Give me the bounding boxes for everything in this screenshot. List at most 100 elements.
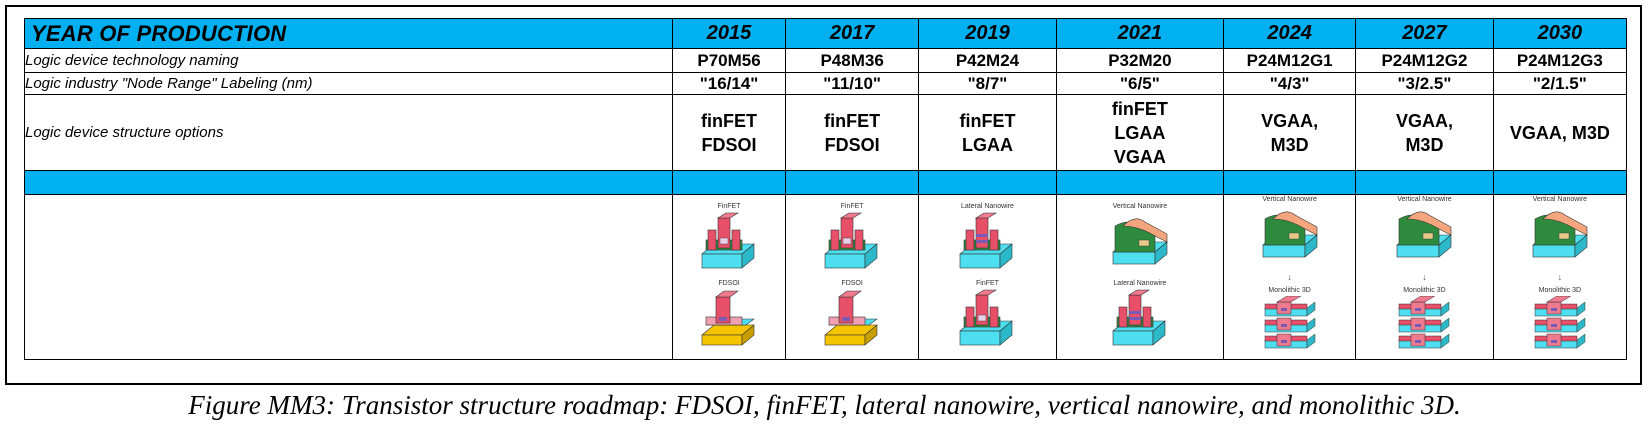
device-illustration-fdsoi: FDSOI [698, 279, 760, 352]
node-range-cell: "6/5" [1055, 72, 1225, 95]
year-2027: 2027 [1355, 18, 1494, 49]
structure-line: VGAA, [1261, 110, 1319, 131]
down-arrow-icon: ↓ [1287, 272, 1292, 282]
row-label: Logic device technology naming [23, 48, 674, 73]
row-label: Logic industry "Node Range" Labeling (nm… [23, 72, 674, 95]
device-illustration-stack: Vertical Nanowire ↓ Monolithic 3D [1356, 195, 1492, 359]
device-illustration-fdsoi: FDSOI [821, 279, 883, 352]
device-caption: Vertical Nanowire [1532, 196, 1588, 203]
device-illustration-stack: Lateral Nanowire FinFET [919, 202, 1055, 352]
structure-line: VGAA, M3D [1509, 122, 1610, 143]
finfet-transistor-icon [956, 289, 1018, 352]
device-illustration-finfet: FinFET [821, 202, 883, 275]
structure-cell: finFET FDSOI [785, 94, 920, 171]
illustration-cell: Vertical Nanowire ↓ Monolithic 3D [1355, 194, 1494, 360]
vertical-transistor-icon [1259, 205, 1321, 268]
device-illustration-stack: Vertical Nanowire Lateral Nanowire [1057, 202, 1223, 352]
device-illustration-stack: FinFET FDSOI [786, 202, 918, 352]
year-2019: 2019 [918, 18, 1057, 49]
device-illustration-lateral: Lateral Nanowire [1109, 279, 1171, 352]
m3d-transistor-icon [1393, 295, 1455, 359]
down-arrow-icon: ↓ [1557, 272, 1563, 282]
device-illustration-lateral: Lateral Nanowire [956, 202, 1018, 275]
device-caption: Monolithic 3D [1268, 287, 1311, 294]
device-illustration-vertical: Vertical Nanowire [1529, 195, 1591, 268]
lateral-transistor-icon [956, 212, 1018, 275]
structure-cell: finFET FDSOI [672, 94, 787, 171]
device-caption: FinFET [717, 203, 741, 210]
figure-frame [5, 5, 1642, 385]
illustration-cell: Vertical Nanowire Lateral Nanowire [1055, 194, 1225, 360]
illustration-cell: Vertical Nanowire ↓ Monolithic 3D [1223, 194, 1357, 360]
device-caption: Lateral Nanowire [961, 203, 1014, 210]
row-label: Logic device structure options [23, 94, 674, 171]
device-illustration-vertical: Vertical Nanowire [1393, 195, 1455, 268]
vertical-transistor-icon [1109, 212, 1171, 275]
finfet-transistor-icon [698, 212, 760, 275]
separator-cell [1492, 170, 1628, 195]
device-illustration-stack: Vertical Nanowire ↓ Monolithic 3D [1494, 195, 1626, 359]
node-range-cell: "4/3" [1223, 72, 1357, 95]
structure-line: finFET [959, 110, 1016, 131]
vertical-transistor-icon [1393, 205, 1455, 268]
year-2015: 2015 [672, 18, 787, 49]
down-arrow-icon: ↓ [1422, 272, 1427, 282]
vertical-transistor-icon [1529, 205, 1591, 268]
finfet-transistor-icon [821, 212, 883, 275]
device-caption: FinFET [840, 203, 864, 210]
year-header-row: YEAR OF PRODUCTION 2015 2017 2019 2021 2… [23, 18, 1628, 49]
device-caption: Vertical Nanowire [1112, 203, 1168, 210]
year-2021: 2021 [1055, 18, 1225, 49]
device-illustration-stack: FinFET FDSOI [673, 202, 785, 352]
structure-line: VGAA [1113, 146, 1166, 167]
structure-line: FDSOI [701, 134, 757, 155]
structure-line: M3D [1270, 134, 1309, 155]
structure-line: finFET [701, 110, 758, 131]
structure-cell: VGAA, M3D [1492, 94, 1628, 171]
table-row-technology-naming: Logic device technology naming P70M56 P4… [23, 48, 1628, 73]
structure-line: M3D [1405, 134, 1444, 155]
device-illustration-finfet: FinFET [956, 279, 1018, 352]
naming-cell: P24M12G1 [1223, 48, 1357, 73]
node-range-cell: "3/2.5" [1355, 72, 1494, 95]
structure-cell: VGAA, M3D [1355, 94, 1494, 171]
device-illustration-vertical: Vertical Nanowire [1109, 202, 1171, 275]
device-caption: FinFET [975, 280, 999, 287]
table-row-structure-options: Logic device structure options finFET FD… [23, 94, 1628, 171]
structure-line: finFET [824, 110, 881, 131]
separator-cell [23, 170, 674, 195]
separator-cell [918, 170, 1057, 195]
device-illustration-finfet: FinFET [698, 202, 760, 275]
year-2024: 2024 [1223, 18, 1357, 49]
node-range-cell: "8/7" [918, 72, 1057, 95]
separator-cell [1055, 170, 1225, 195]
device-illustration-m3d: Monolithic 3D [1529, 286, 1591, 359]
device-caption: Lateral Nanowire [1113, 280, 1167, 287]
device-caption: Vertical Nanowire [1262, 196, 1317, 203]
device-illustration-m3d: Monolithic 3D [1393, 286, 1455, 359]
m3d-transistor-icon [1259, 295, 1321, 359]
device-caption: Monolithic 3D [1538, 287, 1582, 294]
figure-caption: Figure MM3: Transistor structure roadmap… [188, 390, 1461, 420]
table-row-illustrations: FinFET FDSOI FinFET FDSOI Lateral Nanowire… [23, 194, 1628, 360]
fdsoi-transistor-icon [698, 289, 760, 352]
naming-cell: P32M20 [1055, 48, 1225, 73]
structure-line: FDSOI [824, 134, 880, 155]
table-row-node-range: Logic industry "Node Range" Labeling (nm… [23, 72, 1628, 95]
node-range-cell: "2/1.5" [1492, 72, 1628, 95]
node-range-cell: "11/10" [785, 72, 920, 95]
m3d-transistor-icon [1529, 295, 1591, 359]
device-caption: Vertical Nanowire [1397, 196, 1452, 203]
naming-cell: P24M12G2 [1355, 48, 1494, 73]
structure-cell: VGAA, M3D [1223, 94, 1357, 171]
naming-cell: P48M36 [785, 48, 920, 73]
device-illustration-stack: Vertical Nanowire ↓ Monolithic 3D [1224, 195, 1355, 359]
fdsoi-transistor-icon [821, 289, 883, 352]
illustration-cell: Lateral Nanowire FinFET [918, 194, 1057, 360]
structure-cell: finFET LGAA VGAA [1055, 94, 1225, 171]
device-illustration-m3d: Monolithic 3D [1259, 286, 1321, 359]
separator-cell [1223, 170, 1357, 195]
year-2030: 2030 [1492, 18, 1628, 49]
structure-line: LGAA [1114, 122, 1166, 143]
illustration-label-cell [23, 194, 674, 360]
